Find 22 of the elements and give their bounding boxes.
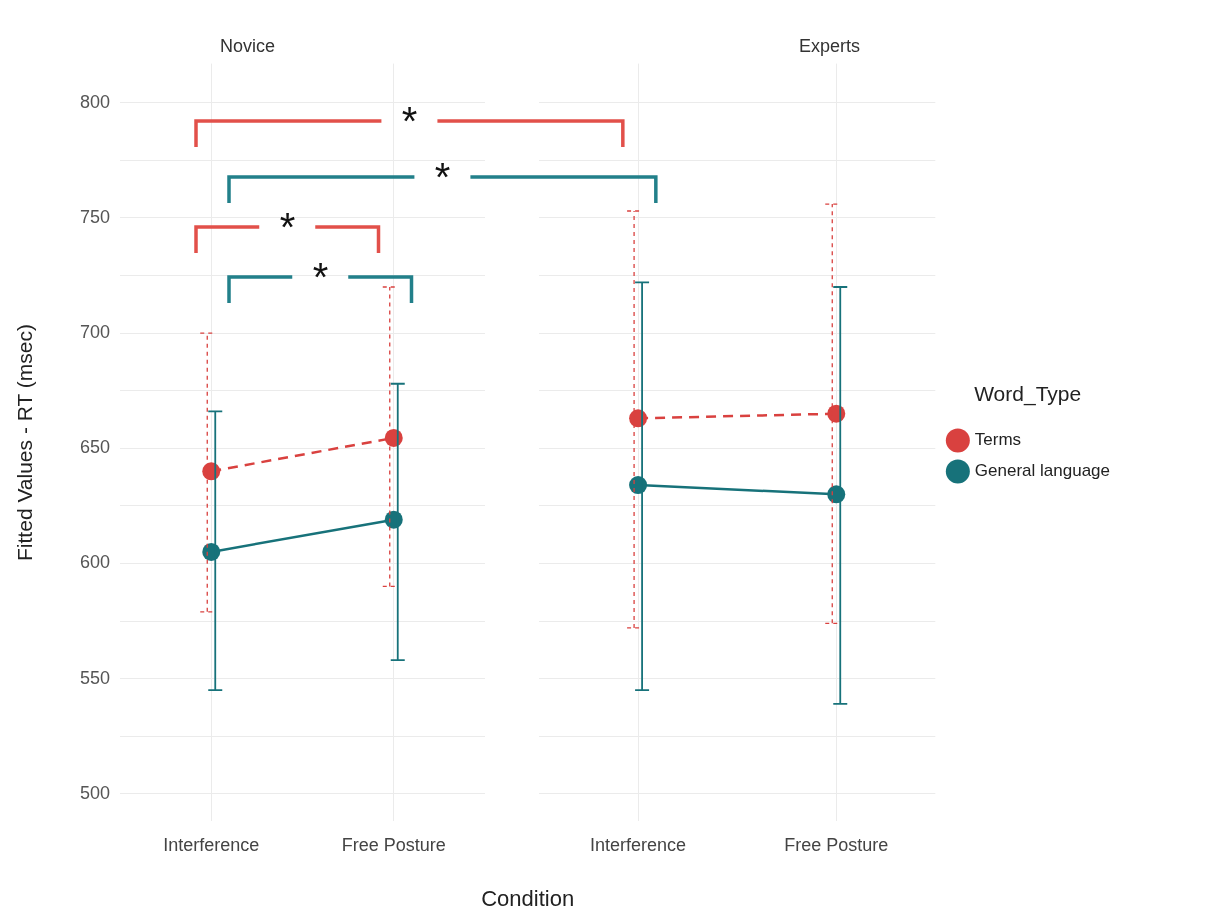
chart-title: Novice	[219, 35, 276, 56]
legend-label: Terms	[974, 430, 1022, 450]
annotation: *	[401, 98, 418, 143]
x-tick-label: Free Posture	[341, 835, 446, 856]
legend-label: General language	[974, 461, 1111, 481]
annotation: *	[279, 204, 296, 249]
y-tick-label: 650	[79, 437, 110, 458]
y-tick-label: 500	[79, 782, 110, 803]
y-tick-label: 800	[79, 91, 110, 112]
x-tick-label: Interference	[590, 835, 687, 856]
y-tick-label: 600	[79, 552, 110, 573]
x-axis-title: Condition	[481, 886, 575, 912]
x-tick-label: Interference	[163, 835, 260, 856]
y-axis-title: Fitted Values - RT (msec)	[13, 324, 37, 561]
y-tick-label: 700	[79, 322, 110, 343]
annotation: *	[312, 254, 329, 299]
annotation: *	[434, 154, 451, 199]
legend-title: Word_Type	[974, 382, 1082, 407]
chart-title: Experts	[798, 35, 861, 56]
y-tick-label: 550	[79, 667, 110, 688]
x-tick-label: Free Posture	[784, 835, 889, 856]
y-tick-label: 750	[79, 206, 110, 227]
